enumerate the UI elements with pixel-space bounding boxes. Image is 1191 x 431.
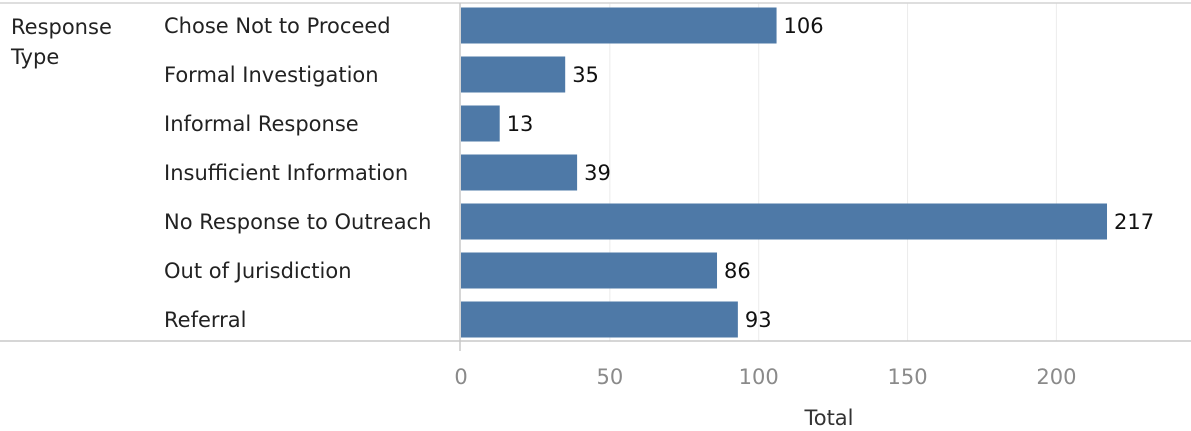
x-tick-label: 100 <box>739 365 779 389</box>
value-label: 217 <box>1114 210 1154 234</box>
category-label: Out of Jurisdiction <box>164 259 352 283</box>
x-tick-label: 150 <box>888 365 928 389</box>
x-axis-ticks: 0 50 100 150 200 <box>454 365 1076 389</box>
gridlines <box>609 3 1057 341</box>
bar <box>461 252 718 289</box>
chart-frame <box>0 2 1191 351</box>
value-label: 35 <box>572 63 599 87</box>
category-label: Formal Investigation <box>164 63 379 87</box>
category-label: Insufficient Information <box>164 161 408 185</box>
category-label: Chose Not to Proceed <box>164 14 391 38</box>
value-label: 93 <box>745 308 772 332</box>
bar <box>461 7 777 44</box>
x-tick-label: 200 <box>1036 365 1076 389</box>
category-label: Informal Response <box>164 112 359 136</box>
value-labels: 106 35 13 39 217 86 93 <box>507 14 1154 332</box>
bar <box>461 301 738 338</box>
bar <box>461 56 566 93</box>
bar <box>461 203 1108 240</box>
value-label: 106 <box>784 14 824 38</box>
row-header-line-2: Type <box>10 45 59 69</box>
x-tick-label: 50 <box>596 365 623 389</box>
bar <box>461 105 500 142</box>
row-header-line-1: Response <box>11 15 112 39</box>
category-label: No Response to Outreach <box>164 210 431 234</box>
value-label: 86 <box>724 259 751 283</box>
value-label: 13 <box>507 112 534 136</box>
row-header: Response Type <box>10 15 112 69</box>
x-axis-title: Total <box>803 406 853 430</box>
x-tick-label: 0 <box>454 365 467 389</box>
category-labels: Chose Not to Proceed Formal Investigation… <box>164 14 431 332</box>
bar <box>461 154 578 191</box>
value-label: 39 <box>584 161 611 185</box>
category-label: Referral <box>164 308 246 332</box>
bars <box>461 7 1108 338</box>
